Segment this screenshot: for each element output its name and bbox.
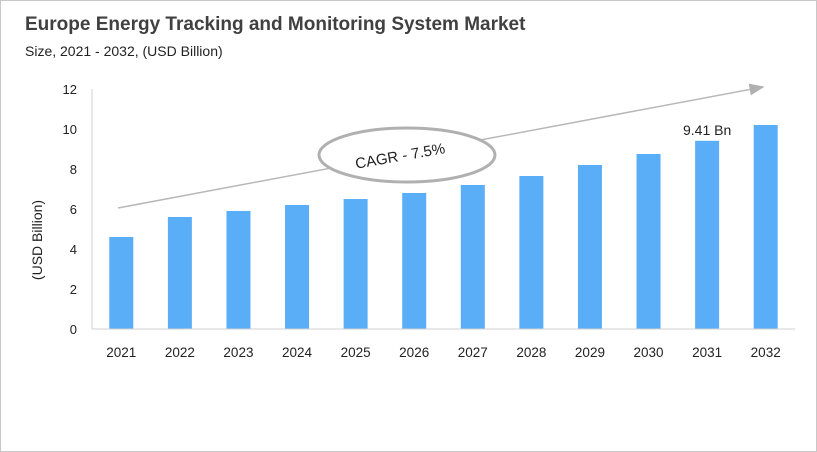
y-tick-label: 10: [63, 122, 77, 137]
bar-2021: [109, 237, 134, 329]
bar-2029: [577, 165, 602, 329]
chart-subtitle: Size, 2021 - 2032, (USD Billion): [25, 43, 223, 59]
bar-2024: [285, 205, 310, 329]
x-tick-label: 2025: [341, 345, 371, 360]
cagr-ellipse: [317, 126, 497, 184]
bar-2028: [519, 176, 544, 329]
x-tick-label: 2022: [165, 345, 195, 360]
x-tick-label: 2027: [458, 345, 488, 360]
chart-title: Europe Energy Tracking and Monitoring Sy…: [25, 14, 526, 35]
bars: [109, 125, 778, 329]
bar-2030: [636, 154, 661, 329]
x-tick-label: 2032: [751, 345, 781, 360]
bar-2026: [402, 193, 427, 329]
x-tick-label: 2021: [106, 345, 136, 360]
x-tick-label: 2024: [282, 345, 313, 360]
y-tick-label: 2: [70, 282, 77, 297]
bar-2023: [226, 211, 251, 329]
bar-2027: [460, 185, 485, 329]
y-tick-label: 4: [70, 242, 77, 257]
x-tick-label: 2023: [223, 345, 253, 360]
bar-2022: [167, 217, 192, 329]
y-tick-label: 0: [70, 322, 77, 337]
x-tick-label: 2029: [575, 345, 605, 360]
x-axis: 2021 2022 2023 2024 2025 2026 2027 2028 2029 2030…: [92, 328, 795, 360]
y-tick-label: 12: [63, 82, 77, 97]
x-tick-label: 2030: [634, 345, 664, 360]
data-label-2031: 9.41 Bn: [683, 122, 731, 138]
x-tick-label: 2026: [399, 345, 429, 360]
y-tick-label: 6: [70, 202, 77, 217]
y-tick-label: 8: [70, 162, 77, 177]
bar-2032: [753, 125, 778, 329]
x-tick-label: 2031: [692, 345, 722, 360]
y-axis-label: (USD Billion): [29, 200, 45, 280]
x-tick-label: 2028: [516, 345, 546, 360]
y-axis: 0 2 4 6 8 10 12: [63, 82, 93, 337]
bar-2031: [695, 140, 720, 329]
bar-2025: [343, 199, 368, 329]
